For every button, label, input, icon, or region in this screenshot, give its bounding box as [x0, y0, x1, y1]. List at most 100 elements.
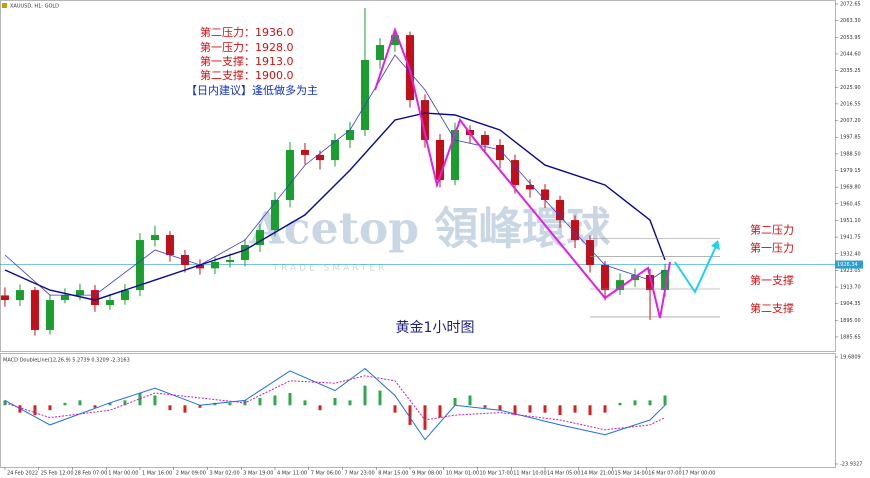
- y-tick-label: 1941.75: [840, 235, 861, 241]
- indicator-line: [4, 367, 666, 441]
- advice: 【日内建议】逢低做多为主: [186, 83, 318, 97]
- x-tick-label: 2 Mar 09:00: [176, 471, 206, 477]
- histogram-bar: [633, 400, 637, 406]
- x-tick-label: 24 Feb 2022: [7, 471, 38, 477]
- histogram-bar: [33, 405, 37, 416]
- y-tick-label: 1951.10: [840, 218, 861, 224]
- histogram-bar: [348, 400, 352, 406]
- histogram-bar: [183, 405, 187, 413]
- candle-body: [661, 269, 670, 291]
- y-tick-label: 1997.85: [840, 135, 861, 141]
- histogram-bar: [333, 397, 337, 406]
- x-tick-label: 7 Mar 23:00: [344, 471, 374, 477]
- histogram-bar: [393, 405, 397, 413]
- x-tick-label: 14 Mar 21:00: [581, 471, 614, 477]
- histogram-bar: [288, 393, 292, 406]
- histogram-bar: [558, 405, 562, 416]
- candle-body: [390, 35, 399, 46]
- histogram-bar: [648, 400, 652, 406]
- y-tick-label: 2072.65: [840, 2, 861, 8]
- candle-body: [165, 235, 174, 255]
- indicator-line: [4, 112, 666, 301]
- y-tick-label: 2007.20: [840, 118, 861, 124]
- x-tick-label: 8 Mar 15:00: [378, 471, 408, 477]
- x-tick-label: 1 Mar 16:00: [142, 471, 172, 477]
- candle-body: [496, 144, 505, 161]
- note: 第二压力：1936.0: [200, 25, 294, 39]
- y-tick-label: -23.9327: [840, 462, 862, 468]
- y-tick-label: 1885.65: [840, 335, 861, 341]
- note: 第一压力：1928.0: [200, 40, 294, 54]
- histogram-bar: [303, 400, 307, 406]
- candle-body: [135, 240, 144, 291]
- x-tick-label: 17 Mar 00:00: [682, 471, 715, 477]
- histogram-bar: [513, 405, 517, 416]
- histogram-bar: [498, 405, 502, 411]
- histogram-bar: [483, 405, 487, 408]
- y-tick-label: 1960.45: [840, 201, 861, 207]
- x-tick-label: 4 Mar 11:00: [277, 471, 307, 477]
- candle-body: [315, 154, 324, 161]
- candle-body: [30, 290, 39, 330]
- histogram-bar: [618, 402, 622, 406]
- histogram-bar: [108, 402, 112, 406]
- histogram-bar: [603, 405, 607, 413]
- candle-body: [451, 129, 460, 181]
- last-price-label: 1926.34: [837, 262, 858, 268]
- candle-body: [240, 245, 249, 260]
- y-tick-label: 2035.25: [840, 68, 861, 74]
- y-tick-label: 1904.35: [840, 301, 861, 307]
- x-tick-label: 3 Mar 02:00: [209, 471, 239, 477]
- candle-body: [541, 189, 550, 200]
- y-tick-label: 2063.30: [840, 18, 861, 24]
- chart-title: XAUUSD, H1: GOLD: [10, 4, 59, 10]
- histogram-bar: [78, 400, 82, 406]
- histogram-bar: [168, 405, 172, 411]
- histogram-bar: [93, 405, 97, 408]
- candle-body: [0, 295, 9, 301]
- histogram-bar: [543, 405, 547, 413]
- candle-body: [556, 199, 565, 221]
- histogram-bar: [273, 395, 277, 406]
- histogram-bar: [153, 395, 157, 406]
- candle-body: [360, 60, 369, 130]
- candle-body: [601, 264, 610, 291]
- y-tick-label: 2044.60: [840, 51, 861, 57]
- x-tick-label: 16 Mar 07:00: [648, 471, 681, 477]
- histogram-bar: [318, 405, 322, 411]
- histogram-bar: [378, 390, 382, 406]
- candle-body: [421, 100, 430, 140]
- histogram-bar: [48, 405, 52, 411]
- last-price-box: [835, 260, 863, 269]
- note: 第一支撑：1913.0: [200, 54, 294, 68]
- trend-zigzag: [374, 27, 671, 319]
- y-tick-label: 1913.70: [840, 285, 861, 291]
- y-tick-label: 1932.40: [840, 251, 861, 257]
- x-tick-label: 10 Mar 17:00: [480, 471, 513, 477]
- candle-body: [15, 290, 24, 301]
- candle-body: [375, 45, 384, 61]
- histogram-bar: [258, 397, 262, 406]
- candle-body: [75, 290, 84, 296]
- histogram-bar: [408, 405, 412, 425]
- x-tick-label: 10 Mar 01:00: [446, 471, 479, 477]
- histogram-bar: [663, 395, 667, 406]
- candle-body: [571, 220, 580, 241]
- candle-body: [646, 274, 655, 291]
- candle-body: [105, 300, 114, 306]
- histogram-bar: [363, 385, 367, 406]
- candle-body: [526, 185, 535, 190]
- y-tick-label: 1988.50: [840, 151, 861, 157]
- candle-body: [90, 290, 99, 306]
- forecast-arrow: [711, 240, 720, 250]
- histogram-bar: [528, 405, 532, 413]
- candle-body: [481, 134, 490, 145]
- candle-body: [511, 160, 520, 186]
- macd-title: MACD DoubleLine(12,26,9) 5.2739 0.3209 -…: [3, 358, 130, 364]
- histogram-bar: [228, 402, 232, 406]
- candle-body: [616, 280, 625, 291]
- candle-body: [120, 290, 129, 301]
- histogram-bar: [138, 393, 142, 406]
